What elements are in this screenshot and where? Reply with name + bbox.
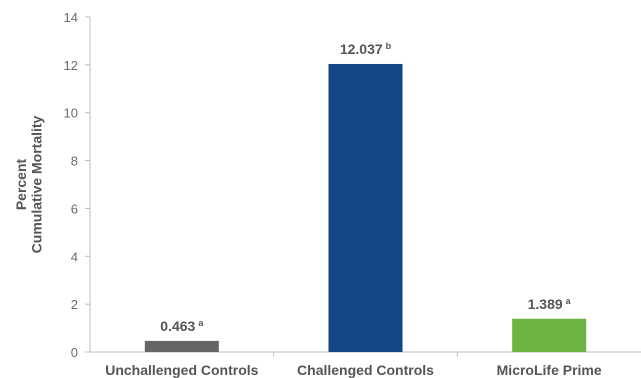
bar [144,340,219,352]
category-labels: Unchallenged Controls Challenged Controls… [105,362,602,378]
bar [512,318,587,352]
category-label: Unchallenged Controls [105,362,258,378]
data-label: 1.389 a [528,296,572,312]
data-label: 12.037 b [340,41,392,57]
data-label: 0.463 a [160,318,204,334]
bars [144,63,587,352]
y-tick-label: 6 [71,201,78,216]
data-label-superscript: a [198,318,204,328]
y-tick-label: 2 [71,297,78,312]
y-tick-label: 14 [64,10,78,25]
y-axis-label: PercentCumulative Mortality [13,115,44,253]
y-axis-title: PercentCumulative Mortality [13,115,44,253]
y-ticks: 0 2 4 6 8 10 12 14 [64,10,90,360]
y-axis-label-line: Percent [13,158,29,210]
category-label: MicroLife Prime [497,362,602,378]
bar [328,63,403,352]
category-label: Challenged Controls [297,362,434,378]
data-label-superscript: a [566,296,572,306]
value-labels: 0.463 a12.037 b1.389 a [160,41,571,334]
y-tick-label: 12 [64,58,78,73]
y-tick-label: 0 [71,345,78,360]
y-tick-label: 4 [71,249,78,264]
y-tick-label: 8 [71,154,78,169]
data-label-superscript: b [386,41,392,51]
y-axis-label-line: Cumulative Mortality [28,115,44,253]
y-tick-label: 10 [64,106,78,121]
data-label-value: 12.037 [340,41,383,57]
data-label-value: 1.389 [528,296,563,312]
data-label-value: 0.463 [160,318,195,334]
